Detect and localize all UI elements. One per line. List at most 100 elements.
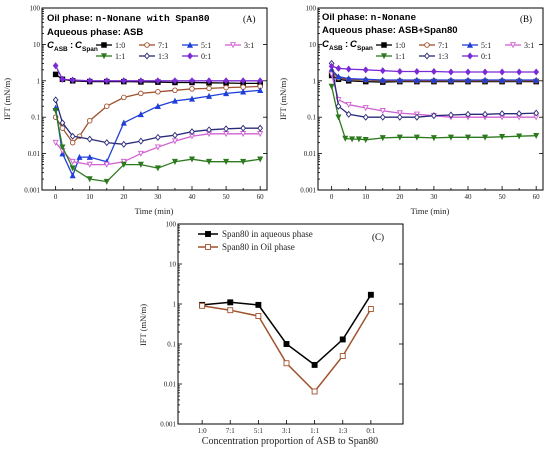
data-point [137, 111, 144, 118]
data-point [59, 119, 66, 127]
panel-a-aqueous-phase-label: Aqueous phase: ASB [47, 27, 143, 38]
data-point [257, 124, 264, 132]
data-point [137, 161, 144, 168]
legend-label: 1:1 [115, 52, 125, 61]
legend-swatch-marker [187, 52, 193, 60]
data-point [52, 96, 59, 104]
data-point [482, 68, 488, 76]
panel-c-plot-frame [177, 223, 404, 425]
data-point [103, 139, 110, 147]
legend-label: 7:1 [438, 41, 448, 50]
series-0-1 [52, 62, 264, 85]
data-point [482, 134, 489, 141]
data-point [431, 112, 437, 120]
legend-swatch-marker [205, 231, 211, 237]
legend-item: 7:1 [419, 41, 448, 50]
data-point [69, 165, 76, 172]
legend-item: Span80 in aqueous phase [198, 229, 313, 239]
data-point [120, 161, 127, 168]
panel-c-label: (C) [372, 232, 384, 242]
legend-item: 1:0 [376, 41, 405, 50]
series-line [201, 305, 372, 393]
y-tick-label: 100 [166, 221, 177, 229]
data-point [430, 135, 437, 142]
y-tick-label: 10 [169, 261, 177, 269]
data-point [171, 138, 178, 145]
legend-label: 1:0 [115, 41, 125, 50]
panel-b-plot-frame [317, 7, 544, 191]
data-point [499, 76, 506, 83]
x-tick-label: 0:1 [366, 427, 375, 435]
data-point [257, 86, 264, 94]
data-point [69, 76, 76, 84]
data-point [335, 73, 342, 80]
x-tick-label: 50 [223, 193, 231, 201]
panel-a-label: (A) [243, 14, 256, 24]
panel-b-chart: Oil phase: n-Nonane Aqueous phase: ASB+S… [278, 5, 544, 216]
data-point [413, 113, 420, 121]
x-tick-label: 5:1 [254, 427, 263, 435]
data-point [120, 77, 127, 85]
svg-text:C: C [75, 40, 82, 51]
legend-label: 1:0 [395, 41, 405, 50]
data-point [154, 102, 161, 109]
data-point [255, 313, 262, 319]
x-tick-label: 0 [54, 193, 58, 201]
panel-a-oil-phase-label: Oil phase: n-Nonane with Span80 [47, 13, 210, 24]
data-point [103, 161, 110, 168]
legend-label: 7:1 [158, 41, 168, 50]
data-point [367, 306, 374, 312]
data-point [345, 110, 352, 118]
x-tick-label: 1:3 [338, 427, 347, 435]
panel-c-x-axis-title: Concentration proportion of ASB to Span8… [202, 436, 378, 447]
panel-a-chart: Oil phase: n-Nonane with Span80 Aqueous … [2, 5, 268, 216]
legend-item: 3:1 [505, 41, 534, 50]
data-point [362, 105, 369, 112]
data-point [396, 110, 403, 117]
legend-item: 1:1 [96, 52, 125, 61]
data-point [345, 101, 352, 109]
data-point [465, 110, 471, 118]
panel-b-ratio-label: C ASB : C Span [322, 39, 373, 52]
data-point [104, 103, 110, 109]
data-point [413, 76, 420, 83]
x-tick-label: 30 [154, 193, 162, 201]
data-point [335, 64, 342, 72]
series-line [331, 74, 537, 83]
x-tick-label: 20 [120, 193, 128, 201]
data-point [396, 76, 403, 83]
panel-b-series [328, 59, 540, 144]
x-tick-label: 60 [533, 193, 541, 201]
legend-swatch-marker [509, 42, 517, 49]
data-point [206, 77, 212, 85]
data-point [465, 68, 471, 76]
data-point [171, 158, 178, 165]
data-point [189, 77, 195, 85]
legend-label: 1:3 [438, 52, 448, 61]
data-point [448, 68, 454, 76]
data-point [362, 75, 369, 83]
panel-b-oil-phase-label: Oil phase: n-Nonane [322, 12, 416, 23]
y-tick-label: 100 [306, 5, 317, 13]
panel-a-ratio-label: C ASB : C Span [47, 40, 98, 53]
y-tick-label: 1 [37, 77, 41, 85]
data-point [206, 126, 212, 134]
series-line [54, 110, 261, 183]
panel-a-x-axis-title: Time (min) [135, 206, 174, 216]
data-point [464, 76, 472, 83]
series-7-1 [52, 83, 263, 146]
legend-item: 1:0 [96, 41, 125, 50]
series-1-1 [52, 108, 264, 185]
data-point [240, 88, 247, 95]
x-tick-label: 40 [189, 193, 197, 201]
data-point [52, 139, 59, 146]
data-point [69, 139, 76, 146]
data-point [172, 131, 178, 139]
series-span80-in-aqueous-phase [199, 291, 374, 368]
legend-swatch-marker [381, 42, 387, 48]
data-point [362, 66, 369, 74]
y-tick-label: 10 [33, 41, 41, 49]
data-point [188, 95, 196, 102]
data-point [120, 140, 127, 148]
panel-b-aqueous-phase-label: Aqueous phase: ASB+Span80 [322, 25, 458, 36]
